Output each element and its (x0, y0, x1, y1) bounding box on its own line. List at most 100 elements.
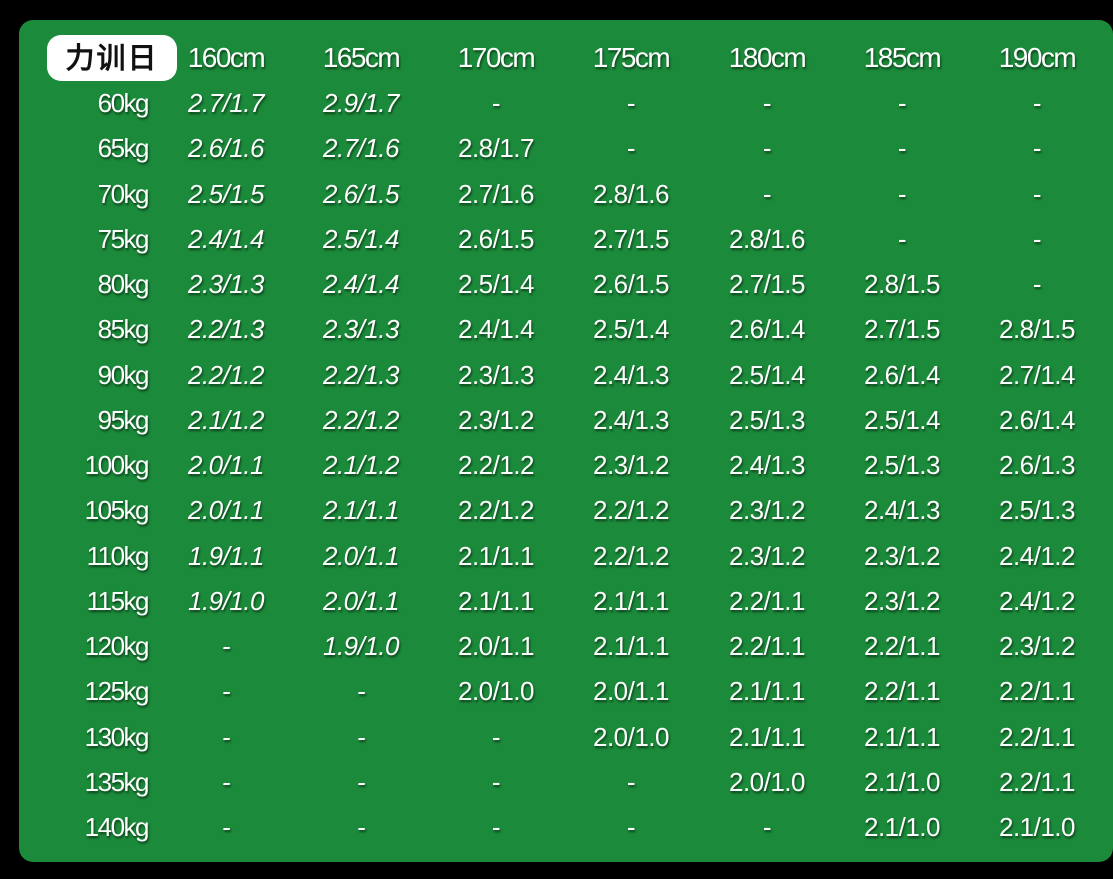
table-cell: 2.0/1.1 (187, 450, 265, 480)
table-cell: 2.6/1.5 (592, 269, 670, 299)
table-cell: - (221, 812, 231, 842)
table-cell: 2.4/1.4 (322, 269, 400, 299)
row-header: 80kg (97, 269, 150, 299)
table-cell: 2.5/1.3 (863, 450, 941, 480)
table-cell: 2.3/1.2 (728, 541, 806, 571)
table-cell: - (762, 179, 772, 209)
table-cell: 2.0/1.0 (592, 722, 670, 752)
table-cell: 2.2/1.1 (863, 631, 941, 661)
table-cell: - (762, 88, 772, 118)
table-cell: 2.8/1.5 (863, 269, 941, 299)
table-cell: 2.6/1.4 (728, 314, 806, 344)
table-cell: - (897, 179, 907, 209)
table-cell: 2.2/1.2 (322, 405, 400, 435)
table-cell: 2.1/1.1 (457, 541, 535, 571)
table-cell: - (762, 812, 772, 842)
table-cell: 1.9/1.0 (187, 586, 265, 616)
table-cell: 2.2/1.3 (187, 314, 265, 344)
table-cell: 1.9/1.0 (322, 631, 400, 661)
table-cell: - (626, 767, 636, 797)
table-cell: 2.1/1.1 (863, 722, 941, 752)
table-cell: - (897, 88, 907, 118)
table-cell: 2.7/1.5 (592, 224, 670, 254)
table-cell: 2.2/1.1 (998, 767, 1076, 797)
table-cell: 2.2/1.1 (998, 722, 1076, 752)
table-cell: 2.1/1.0 (863, 812, 941, 842)
table-cell: 2.2/1.2 (457, 495, 535, 525)
table-cell: - (221, 631, 231, 661)
table-cell: 2.3/1.2 (863, 541, 941, 571)
table-cell: - (626, 88, 636, 118)
row-header: 105kg (84, 495, 150, 525)
table-cell: - (356, 767, 366, 797)
row-header: 100kg (84, 450, 150, 480)
table-cell: 2.5/1.5 (187, 179, 265, 209)
table-cell: 2.1/1.1 (322, 495, 400, 525)
table-cell: - (221, 676, 231, 706)
table-cell: 2.8/1.6 (728, 224, 806, 254)
table-cell: - (221, 767, 231, 797)
row-header: 140kg (84, 812, 150, 842)
table-cell: 2.4/1.3 (592, 360, 670, 390)
row-header: 90kg (97, 360, 150, 390)
table-cell: - (491, 722, 501, 752)
table-cell: 2.6/1.6 (187, 133, 265, 163)
table-cell: 2.5/1.4 (863, 405, 941, 435)
table-cell: 2.7/1.6 (322, 133, 400, 163)
table-cell: - (356, 722, 366, 752)
table-cell: 2.5/1.4 (322, 224, 400, 254)
table-cell: 2.1/1.2 (322, 450, 400, 480)
table-cell: 2.4/1.3 (728, 450, 806, 480)
table-cell: 2.0/1.1 (187, 495, 265, 525)
table-cell: 2.8/1.7 (457, 133, 535, 163)
table-cell: 2.1/1.2 (187, 405, 265, 435)
table-cell: 2.2/1.1 (998, 676, 1076, 706)
table-cell: 2.1/1.1 (592, 586, 670, 616)
table-cell: 2.4/1.3 (592, 405, 670, 435)
table-cell: 2.8/1.6 (592, 179, 670, 209)
table-cell: 2.3/1.2 (592, 450, 670, 480)
table-cell: 2.4/1.2 (998, 541, 1076, 571)
table-cell: 2.7/1.6 (457, 179, 535, 209)
table-cell: 2.7/1.4 (998, 360, 1076, 390)
table-cell: - (356, 812, 366, 842)
table-cell: 2.1/1.0 (998, 812, 1076, 842)
table-cell: 2.2/1.2 (592, 495, 670, 525)
table-cell: - (626, 133, 636, 163)
table-cell: - (762, 133, 772, 163)
column-header: 165cm (322, 42, 401, 73)
row-header: 120kg (84, 631, 150, 661)
table-cell: - (1032, 88, 1042, 118)
table-cell: 2.7/1.7 (187, 88, 265, 118)
table-cell: 2.4/1.2 (998, 586, 1076, 616)
row-header: 130kg (84, 722, 150, 752)
table-cell: 2.9/1.7 (322, 88, 400, 118)
table-cell: 2.5/1.3 (728, 405, 806, 435)
column-header: 170cm (457, 42, 536, 73)
column-header: 190cm (998, 42, 1077, 73)
table-cell: 2.0/1.0 (728, 767, 806, 797)
table-cell: 2.1/1.1 (728, 676, 806, 706)
column-header: 180cm (728, 42, 807, 73)
table-cell: - (491, 812, 501, 842)
table-cell: - (1032, 224, 1042, 254)
table-cell: - (1032, 269, 1042, 299)
table-cell: 2.5/1.4 (457, 269, 535, 299)
table-cell: 2.0/1.1 (457, 631, 535, 661)
row-header: 115kg (86, 586, 150, 616)
table-cell: 2.3/1.3 (187, 269, 265, 299)
table-cell: 2.2/1.1 (728, 631, 806, 661)
table-cell: 2.2/1.3 (322, 360, 400, 390)
table-cell: 2.3/1.3 (322, 314, 400, 344)
row-header: 75kg (97, 224, 150, 254)
table-cell: 2.4/1.3 (863, 495, 941, 525)
table-cell: 2.6/1.5 (457, 224, 535, 254)
table-cell: 2.4/1.4 (187, 224, 265, 254)
column-header: 175cm (592, 42, 671, 73)
table-cell: 2.2/1.1 (863, 676, 941, 706)
table-cell: 2.3/1.2 (728, 495, 806, 525)
table-cell: - (626, 812, 636, 842)
title-badge: 力训日 (47, 35, 177, 81)
table-cell: 2.6/1.4 (863, 360, 941, 390)
table-cell: 2.6/1.5 (322, 179, 400, 209)
